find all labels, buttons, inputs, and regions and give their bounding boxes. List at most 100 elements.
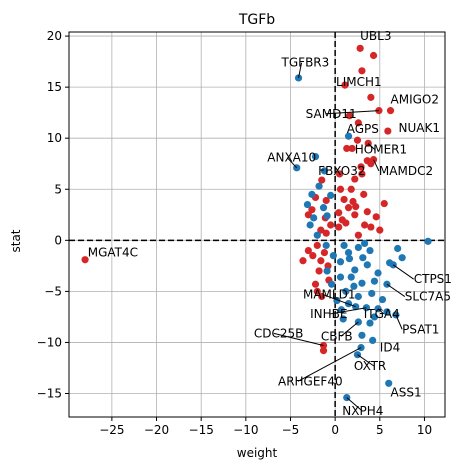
data-point <box>366 246 374 255</box>
annotation-leader-line <box>386 283 406 297</box>
point-label: OXTR <box>354 359 386 373</box>
x-tick-label: 0 <box>331 423 339 437</box>
annotations: UBL3 TGFBR3 LIMCH1 AMIGO2 SAMD11 NUAK1 AGPS HOM… <box>88 29 452 418</box>
point-label: ARHGEF40 <box>278 374 343 388</box>
point-label: ANXA10 <box>267 151 316 165</box>
data-point <box>315 182 323 190</box>
annotation-leader-line <box>367 142 376 150</box>
point-label: CBFB <box>321 329 353 343</box>
x-tick-label: −20 <box>144 423 169 437</box>
y-tick-label: 5 <box>54 182 62 196</box>
data-point <box>360 190 368 198</box>
annotation-leader-line <box>298 62 303 79</box>
data-point <box>356 44 364 52</box>
data-point <box>320 248 329 257</box>
x-tick-label: −15 <box>189 423 214 437</box>
data-point <box>322 229 330 237</box>
x-tick-label: −5 <box>282 423 300 437</box>
data-point <box>376 226 384 234</box>
data-point <box>341 81 349 89</box>
data-point <box>339 315 347 323</box>
point-label: SAMD11 <box>306 107 357 121</box>
data-point <box>367 93 375 101</box>
data-point <box>335 223 343 231</box>
data-point <box>372 213 380 221</box>
data-point <box>313 241 321 250</box>
data-point <box>308 206 316 214</box>
annotation-leader-line <box>340 321 359 337</box>
data-point <box>336 258 345 266</box>
data-point <box>354 231 362 239</box>
x-tick-label: −10 <box>233 423 258 437</box>
point-label: ITGA4 <box>364 307 400 321</box>
data-point <box>383 308 391 316</box>
point-label: SLC7A5 <box>405 290 451 304</box>
data-point <box>327 221 335 229</box>
data-point <box>347 273 355 281</box>
data-point <box>386 107 395 115</box>
axes: −25 −20 −15 −10 −5 0 5 10 −15 −10 −5 0 5 10 15 20 <box>37 29 446 437</box>
data-point <box>358 331 366 339</box>
x-tick-label: 10 <box>417 423 432 437</box>
point-label: UBL3 <box>360 29 391 43</box>
data-point <box>344 204 353 212</box>
data-point <box>366 319 374 327</box>
data-point <box>317 226 325 234</box>
chart-title: TGFb <box>238 12 275 28</box>
data-point <box>303 200 312 209</box>
data-point <box>380 199 388 208</box>
data-point <box>336 170 344 178</box>
data-points <box>81 44 432 402</box>
reference-lines <box>69 32 445 417</box>
data-point <box>329 252 337 260</box>
data-point <box>340 195 348 204</box>
annotation-leader-line <box>346 397 363 412</box>
data-point <box>361 239 369 247</box>
y-axis-label: stat <box>9 229 23 252</box>
annotation-leader-line <box>325 110 379 115</box>
data-point <box>378 295 387 304</box>
data-point <box>320 167 329 175</box>
data-point <box>342 219 350 227</box>
data-point <box>358 279 366 287</box>
data-point <box>313 287 321 295</box>
annotation-leader-line <box>322 294 356 308</box>
data-point <box>311 152 320 161</box>
data-point <box>343 144 351 153</box>
data-point <box>336 273 345 281</box>
data-point <box>369 51 378 60</box>
point-label: TGFBR3 <box>281 56 330 70</box>
data-point <box>317 257 325 265</box>
data-point <box>357 163 365 171</box>
data-point <box>386 259 394 267</box>
data-point <box>351 211 359 219</box>
annotation-leader-line <box>357 354 375 367</box>
annotation-leader-line <box>377 308 385 315</box>
data-point <box>315 267 323 275</box>
data-point <box>327 191 335 199</box>
data-point <box>398 254 406 262</box>
data-point <box>306 221 314 229</box>
data-point <box>358 67 366 75</box>
annotation-leader-line <box>395 314 403 330</box>
data-point <box>385 379 393 387</box>
data-point <box>374 269 382 277</box>
data-point <box>342 287 350 295</box>
data-point <box>323 212 331 220</box>
point-label: CTPS1 <box>414 272 452 286</box>
data-point <box>424 237 432 245</box>
data-point <box>311 280 320 288</box>
point-label: AGPS <box>347 122 379 136</box>
data-point <box>313 231 321 239</box>
y-tick-label: 20 <box>47 29 62 43</box>
grid <box>69 32 445 417</box>
data-point <box>354 292 362 301</box>
data-point <box>394 244 402 253</box>
data-point <box>368 289 376 298</box>
point-label: AMIGO2 <box>391 92 439 106</box>
point-label: PSAT1 <box>402 322 439 336</box>
point-label: ID4 <box>380 341 400 355</box>
data-point <box>351 266 359 274</box>
plot-frame <box>68 31 446 418</box>
